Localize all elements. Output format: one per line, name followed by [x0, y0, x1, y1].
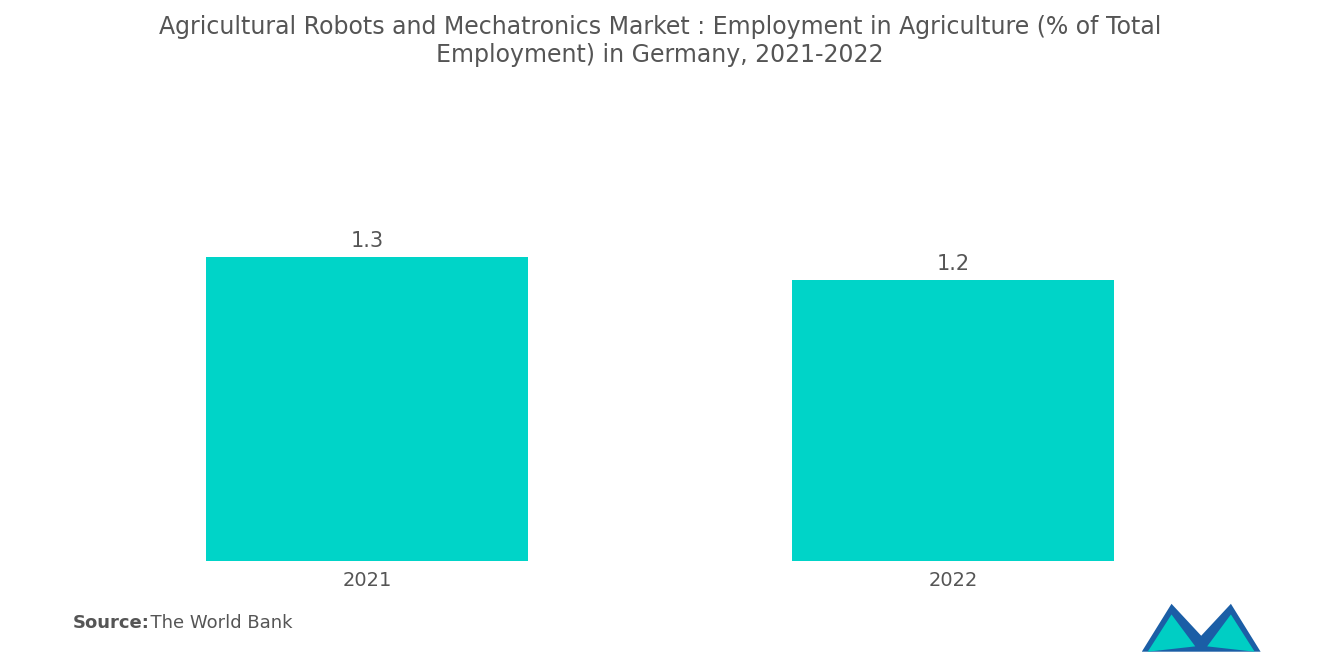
Bar: [206, 257, 528, 561]
Text: 1.2: 1.2: [937, 254, 970, 274]
Polygon shape: [1148, 614, 1196, 652]
Title: Agricultural Robots and Mechatronics Market : Employment in Agriculture (% of To: Agricultural Robots and Mechatronics Mar…: [158, 15, 1162, 66]
Polygon shape: [1206, 614, 1254, 652]
Text: 1.3: 1.3: [350, 231, 383, 251]
Bar: [792, 280, 1114, 561]
Text: Source:: Source:: [73, 614, 149, 632]
Polygon shape: [1142, 604, 1261, 652]
Text: The World Bank: The World Bank: [139, 614, 292, 632]
